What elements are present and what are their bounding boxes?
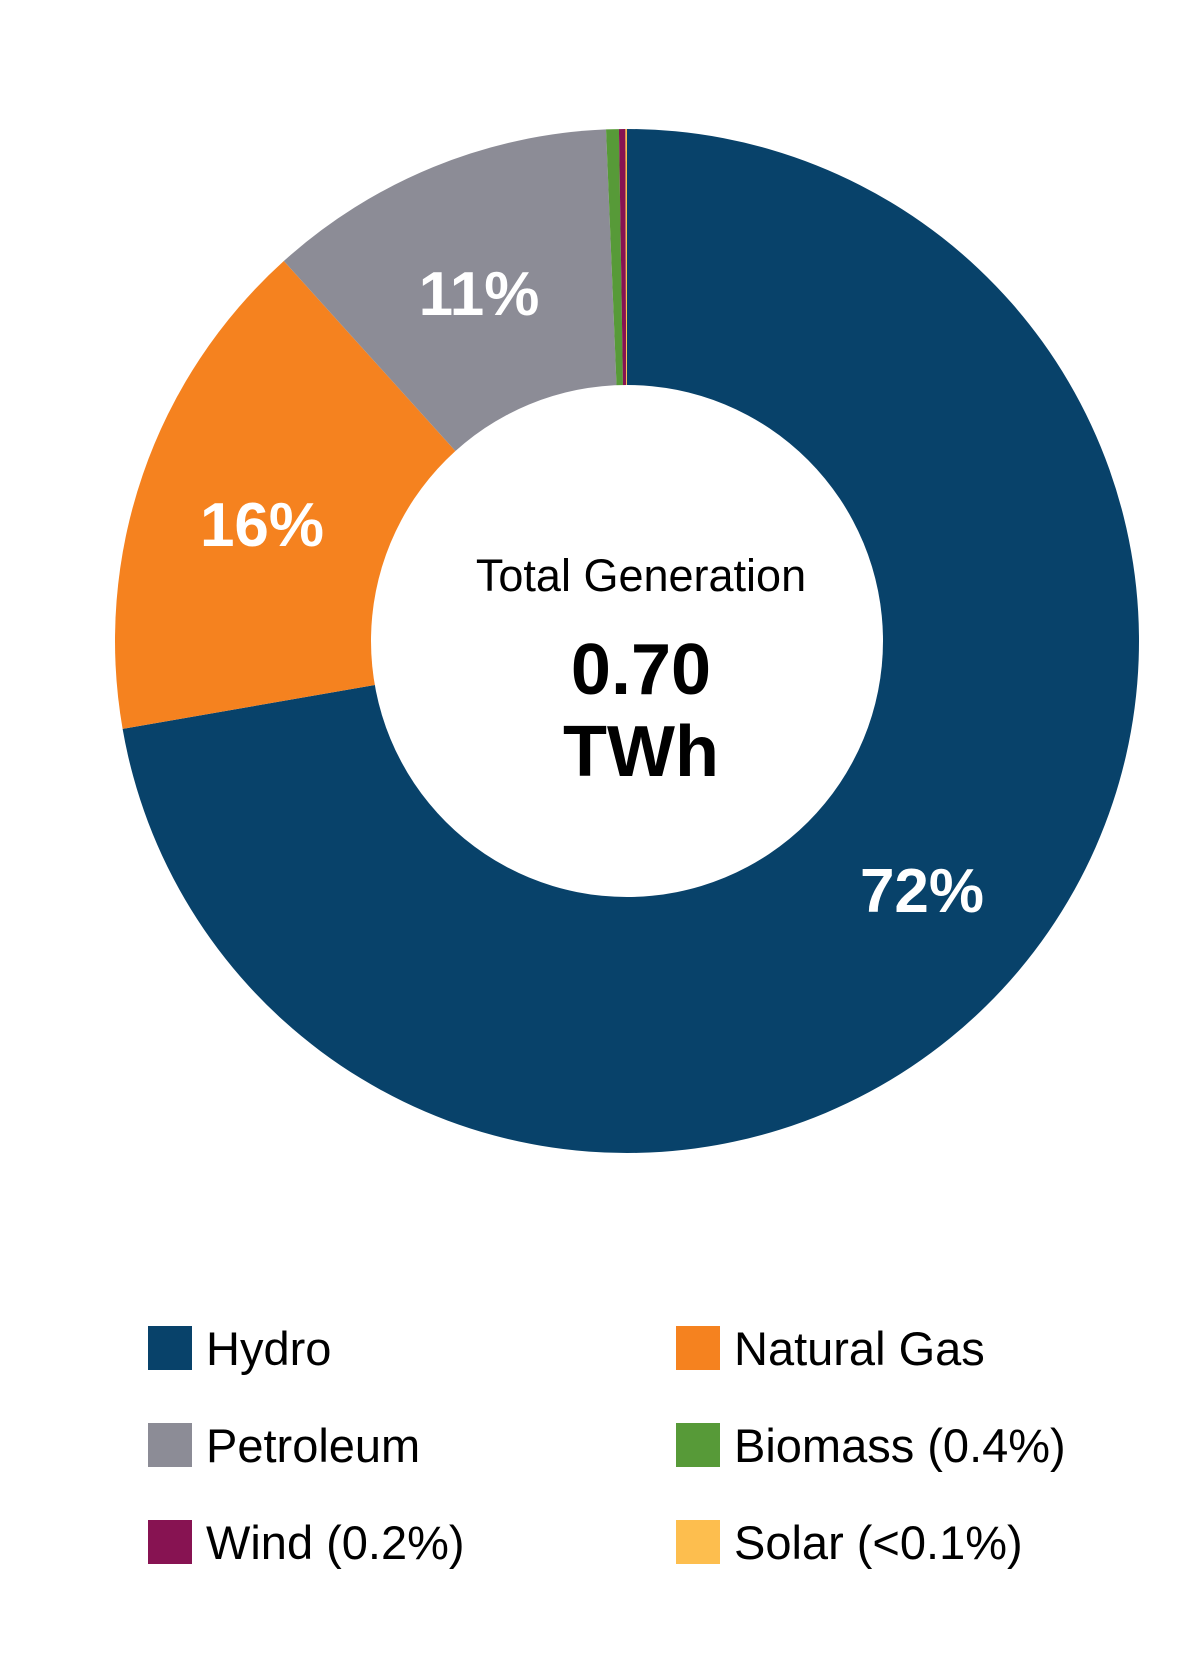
legend-swatch-hydro — [148, 1326, 192, 1370]
legend-item-biomass: Biomass (0.4%) — [676, 1415, 1066, 1475]
center-unit: TWh — [563, 712, 719, 792]
donut-chart: 72% 16% 11% Total Generation 0.70 TWh — [115, 129, 1139, 1154]
legend-swatch-natural-gas — [676, 1326, 720, 1370]
legend-label: Wind (0.2%) — [206, 1515, 465, 1569]
legend-swatch-wind — [148, 1520, 192, 1564]
center-label: Total Generation — [476, 550, 806, 601]
slice-label-hydro: 72% — [860, 857, 984, 926]
legend-label: Hydro — [206, 1321, 332, 1375]
legend-swatch-petroleum — [148, 1423, 192, 1467]
center-value: 0.70 — [571, 630, 711, 710]
slice-label-petroleum: 11% — [419, 260, 540, 329]
legend-item-solar: Solar (<0.1%) — [676, 1512, 1023, 1572]
donut-hole — [371, 385, 883, 897]
legend-swatch-biomass — [676, 1423, 720, 1467]
legend-item-hydro: Hydro — [148, 1318, 331, 1378]
slice-solar — [625, 129, 627, 641]
legend-swatch-solar — [676, 1520, 720, 1564]
legend-label: Natural Gas — [734, 1321, 985, 1375]
legend-item-petroleum: Petroleum — [148, 1415, 420, 1475]
legend-label: Biomass (0.4%) — [734, 1418, 1066, 1472]
legend-item-natural-gas: Natural Gas — [676, 1318, 985, 1378]
legend-label: Solar (<0.1%) — [734, 1515, 1023, 1569]
legend-label: Petroleum — [206, 1418, 421, 1472]
legend-item-wind: Wind (0.2%) — [148, 1512, 465, 1572]
slice-label-natural-gas: 16% — [200, 491, 324, 560]
